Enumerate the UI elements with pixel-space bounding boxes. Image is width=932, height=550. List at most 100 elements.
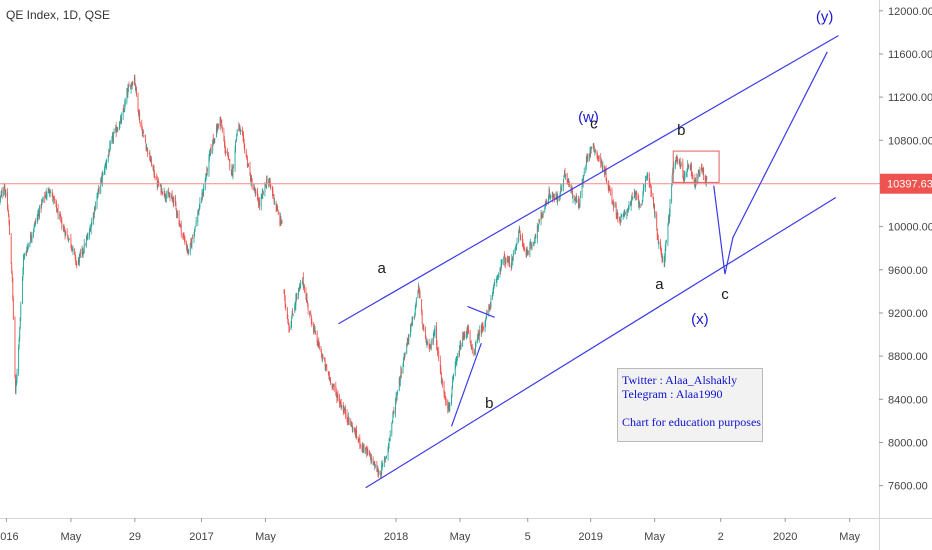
wave-label: c [721,286,729,303]
candle-body [675,159,677,162]
candle-body [91,221,93,228]
candle-body [393,411,395,414]
candle-body [679,160,681,163]
candle-body [575,195,577,203]
candle-body [679,159,681,166]
candle-body [37,212,39,215]
candle-body [628,207,629,210]
candle-body [369,453,371,455]
candle-body [163,190,165,195]
note-telegram: Telegram : Alaa1990 [622,387,723,401]
candle-body [184,239,186,245]
candle-body [156,179,158,186]
candle-body [75,256,77,262]
candle-body [138,109,139,115]
candle-body [294,304,296,306]
channel-upper-line [338,35,839,325]
candle-body [30,235,32,239]
candle-body [161,189,163,194]
candle-body [657,235,659,240]
candle-body [484,323,486,329]
candle-body [395,401,396,413]
candle-body [664,255,666,264]
candle-body [617,213,619,219]
candle-body [385,457,387,459]
candle-body [96,196,98,207]
candle-body [586,155,588,160]
candle-body [378,473,379,475]
candle-body [209,154,210,158]
candle-body [21,277,23,305]
candle-body [693,177,695,181]
candle-body [497,275,499,277]
candle-body [437,352,439,354]
candle-body [661,251,662,258]
candle-body [49,192,50,193]
candle-body [687,163,689,168]
candle-body [113,130,115,134]
candle-body [530,244,532,247]
candle-body [413,316,415,318]
candle-body [66,231,68,236]
y-tick-label: 10000.00 [888,222,932,234]
candle-body [536,225,538,239]
candle-body [527,251,529,254]
candle-body [684,174,685,181]
candle-body [638,203,640,206]
candle-body [210,148,212,152]
candle-body [478,334,480,340]
candle-body [463,333,465,339]
candle-body [559,195,561,201]
candle-body [254,191,256,194]
candle-body [589,154,590,159]
candle-body [339,396,340,404]
candle-body [477,334,479,337]
candle-body [254,190,256,193]
candle-body [38,212,40,216]
candle-body [49,192,51,194]
candle-body [699,168,701,176]
candle-body [471,347,473,352]
candle-body [93,208,95,214]
candle-body [579,198,581,207]
candle-body [469,331,471,343]
candle-body [180,224,182,226]
candle-body [122,110,124,117]
candle-body [97,193,98,198]
candle-body [40,205,42,209]
candle-body [637,195,639,200]
candle-body [146,147,147,149]
candle-body [559,192,561,197]
candle-body [343,408,345,412]
candle-body [524,248,525,250]
note-box[interactable]: Twitter : Alaa_Alshakly Telegram : Alaa1… [617,368,763,442]
candle-body [631,197,633,203]
candle-body [371,457,372,462]
candle-body [654,207,655,215]
candle-body [258,201,259,205]
candle-body [240,130,241,132]
candle-body [426,339,427,345]
wave-label: a [377,260,386,277]
candle-body [153,167,154,169]
candle-body [408,334,410,341]
candle-body [440,367,442,375]
candle-body [389,433,391,438]
candle-body [145,138,146,144]
candle-body [64,230,66,236]
candle-body [639,203,641,204]
candle-body [311,320,313,326]
candle-body [44,195,46,198]
candle-body [447,405,449,410]
candle-body [39,206,40,217]
candle-body [4,190,6,196]
candle-body [676,158,677,160]
candle-body [550,196,552,198]
candle-body [468,327,469,333]
candle-body [520,235,522,237]
candle-body [500,264,502,271]
candle-body [518,229,520,231]
candle-body [86,237,88,239]
candle-body [15,384,17,392]
